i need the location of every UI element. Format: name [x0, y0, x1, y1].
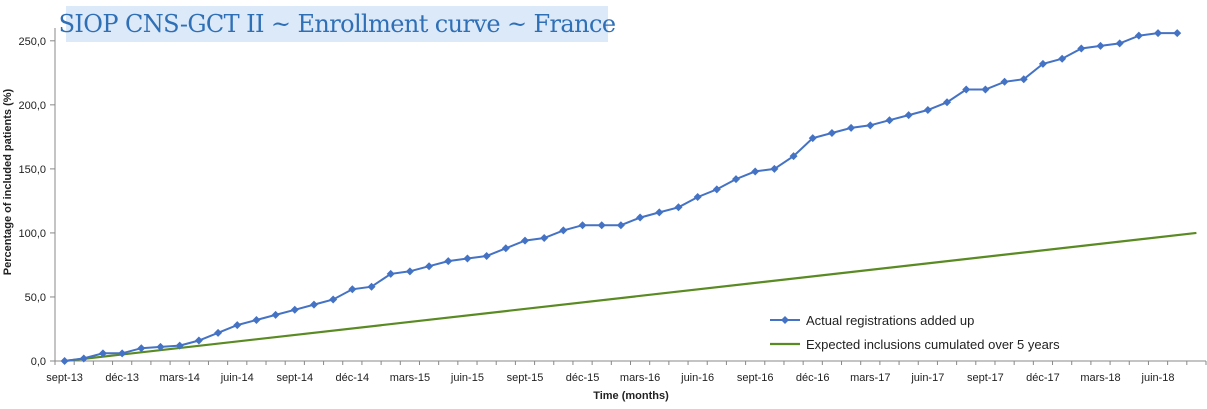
data-point-actual: [578, 221, 587, 230]
data-point-actual: [1154, 29, 1163, 38]
data-point-actual: [808, 134, 817, 143]
x-tick-label: juin-17: [910, 372, 944, 384]
data-point-actual: [674, 203, 683, 212]
axes: 0,0 50,0 100,0 150,0 200,0 250,0 sept-13 déc-13…: [18, 28, 1207, 384]
series-line-expected: [64, 231, 1197, 363]
data-point-actual: [405, 267, 414, 276]
legend-label-expected: Expected inclusions cumulated over 5 yea…: [806, 337, 1060, 352]
x-tick-label: sept-14: [276, 372, 313, 384]
x-tick-label: sept-16: [737, 372, 774, 384]
data-point-actual: [1019, 75, 1028, 84]
data-point-actual: [386, 269, 395, 278]
data-point-actual: [655, 208, 664, 217]
data-point-actual: [501, 244, 510, 253]
chart-title: SIOP CNS-GCT II ~ Enrollment curve ~ Fra…: [59, 6, 616, 42]
data-point-actual: [540, 234, 549, 243]
data-point-actual: [866, 121, 875, 130]
data-point-actual: [693, 193, 702, 202]
data-point-actual: [847, 123, 856, 132]
data-point-actual: [597, 221, 606, 230]
data-point-actual: [79, 354, 88, 363]
data-point-actual: [636, 213, 645, 222]
data-point-actual: [712, 185, 721, 194]
data-point-actual: [137, 344, 146, 353]
data-point-actual: [367, 282, 376, 291]
data-point-actual: [1173, 29, 1182, 38]
x-tick-label: mars-16: [620, 372, 660, 384]
x-tick-label: déc-16: [796, 372, 830, 384]
y-tick-label: 50,0: [25, 292, 46, 304]
x-tick-label: juin-15: [450, 372, 484, 384]
data-point-actual: [309, 300, 318, 309]
x-tick-label: juin-16: [680, 372, 714, 384]
x-tick-label: juin-18: [1141, 372, 1175, 384]
x-tick-label: juin-14: [220, 372, 254, 384]
data-point-actual: [444, 257, 453, 266]
x-tick-label: déc-17: [1026, 372, 1060, 384]
data-point-actual: [1077, 44, 1086, 53]
x-tick-label: sept-17: [967, 372, 1004, 384]
series-layer: [60, 29, 1197, 365]
data-point-actual: [885, 116, 894, 125]
x-axis-title: Time (months): [593, 390, 669, 402]
data-point-actual: [1115, 39, 1124, 48]
data-point-actual: [290, 305, 299, 314]
data-point-actual: [98, 349, 107, 358]
data-point-actual: [770, 164, 779, 173]
y-tick-label: 250,0: [18, 36, 46, 48]
x-tick-label: déc-14: [336, 372, 370, 384]
data-point-actual: [751, 167, 760, 176]
data-point-actual: [981, 85, 990, 94]
x-tick-label: déc-13: [105, 372, 139, 384]
data-point-actual: [789, 152, 798, 161]
data-point-actual: [175, 341, 184, 350]
data-point-actual: [425, 262, 434, 271]
legend-label-actual: Actual registrations added up: [806, 313, 974, 328]
x-tick-label: sept-13: [46, 372, 83, 384]
x-tick-label: sept-15: [507, 372, 544, 384]
data-point-actual: [923, 105, 932, 114]
x-tick-label: mars-15: [390, 372, 430, 384]
x-tick-label: mars-17: [850, 372, 890, 384]
legend-marker-actual: [781, 316, 789, 324]
data-point-actual: [194, 336, 203, 345]
data-point-actual: [943, 98, 952, 107]
data-point-actual: [962, 85, 971, 94]
data-point-actual: [348, 285, 357, 294]
data-point-actual: [118, 349, 127, 358]
data-point-actual: [1058, 54, 1067, 63]
x-tick-label: mars-14: [160, 372, 200, 384]
data-point-actual: [463, 254, 472, 263]
data-point-actual: [827, 129, 836, 138]
data-point-actual: [60, 357, 69, 365]
data-point-actual: [233, 321, 242, 330]
data-point-actual: [271, 310, 280, 319]
data-point-actual: [1134, 31, 1143, 40]
y-axis-title: Percentage of included patients (%): [2, 88, 14, 275]
x-tick-label: déc-15: [566, 372, 600, 384]
data-point-actual: [520, 236, 529, 245]
data-point-actual: [252, 316, 261, 325]
x-tick-label: mars-18: [1080, 372, 1120, 384]
data-point-actual: [1096, 41, 1105, 50]
y-tick-label: 0,0: [31, 356, 46, 368]
data-point-actual: [1038, 59, 1047, 68]
y-tick-label: 150,0: [18, 164, 46, 176]
data-point-actual: [732, 175, 741, 184]
y-tick-label: 200,0: [18, 100, 46, 112]
data-point-actual: [214, 328, 223, 337]
data-point-actual: [559, 226, 568, 235]
data-point-actual: [482, 251, 491, 260]
data-point-actual: [156, 342, 165, 351]
data-point-actual: [616, 221, 625, 230]
data-point-actual: [1000, 77, 1009, 86]
y-tick-label: 100,0: [18, 228, 46, 240]
legend: Actual registrations added up Expected i…: [770, 313, 1060, 352]
data-point-actual: [329, 295, 338, 304]
series-line-actual: [64, 32, 1178, 362]
data-point-actual: [904, 111, 913, 120]
